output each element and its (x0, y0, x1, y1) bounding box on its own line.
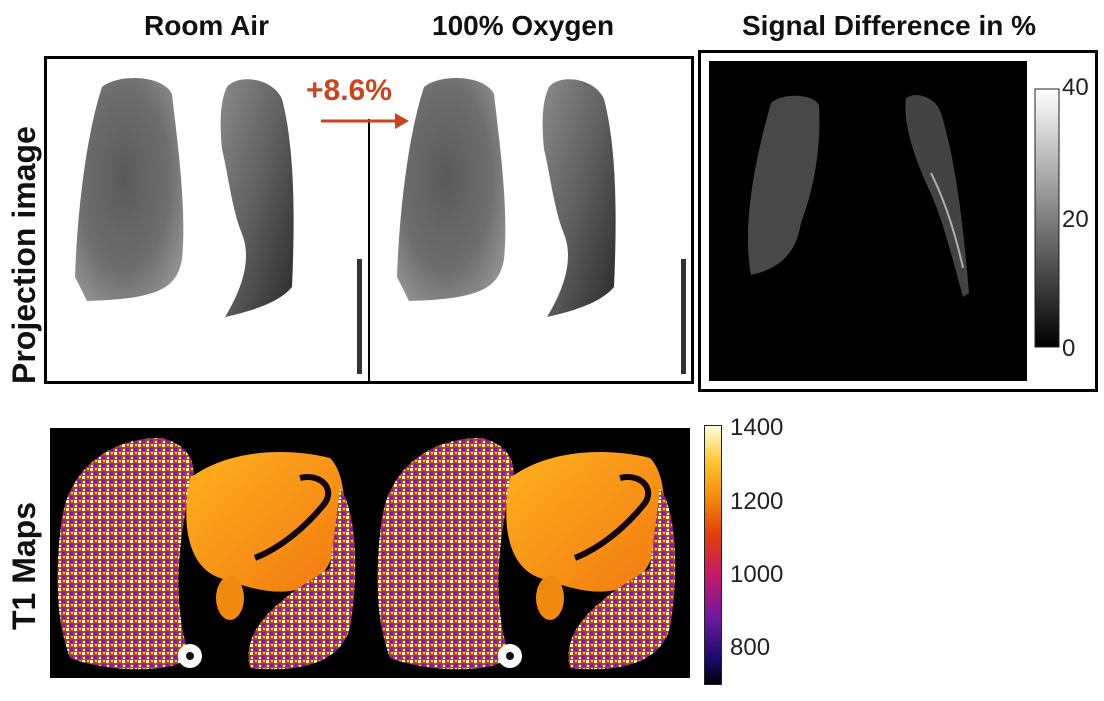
t1-colorbar-tick: 1200 (730, 488, 784, 515)
arrow-head-icon (395, 113, 409, 129)
signal-colorbar (1034, 88, 1060, 348)
t1-colorbar-tick: 1000 (730, 561, 784, 588)
t1-map-room-air (57, 438, 356, 670)
oxygen-projection (397, 77, 686, 374)
row-label-t1-maps: T1 Maps (6, 501, 42, 630)
signal-colorbar-tick: 40 (1062, 74, 1089, 101)
column-title-oxygen: 100% Oxygen (432, 10, 615, 41)
signal-colorbar-tick: 0 (1062, 335, 1076, 362)
t1-colorbar-tick: 1400 (730, 414, 784, 441)
t1-maps-panel (50, 428, 690, 678)
column-title-room-air: Room Air (144, 10, 269, 41)
t1-colorbar (704, 425, 722, 685)
change-annotation: +8.6% (306, 74, 392, 107)
t1-maps-image (57, 438, 676, 670)
room-air-projection (75, 77, 362, 374)
projection-images (75, 77, 686, 381)
signal-colorbar-tick: 20 (1062, 206, 1089, 233)
column-title-signal-difference: Signal Difference in % (742, 10, 1037, 41)
signal-difference-map (709, 61, 1060, 381)
t1-map-oxygen (377, 438, 676, 670)
row-label-projection: Projection image (6, 126, 42, 384)
t1-colorbar-tick: 800 (730, 634, 771, 661)
projection-panel (44, 56, 694, 384)
signal-difference-panel (698, 50, 1098, 392)
